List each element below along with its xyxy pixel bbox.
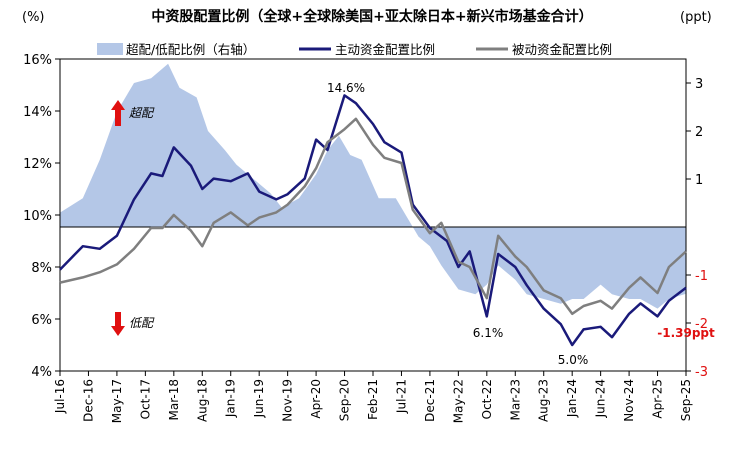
right-axis-tick-label: -1 bbox=[695, 269, 708, 284]
annotations: 超配 低配 14.6% 6.1% 5.0% -1.39ppt bbox=[111, 81, 715, 367]
x-axis-tick-label: Sep-20 bbox=[338, 379, 352, 421]
series-area-overweight bbox=[60, 63, 686, 309]
x-axis-tick-label: Jul-16 bbox=[53, 379, 67, 414]
x-axis-tick-label: Dec-21 bbox=[423, 379, 437, 422]
underweight-arrow-icon bbox=[111, 312, 125, 336]
left-axis-tick-label: 14% bbox=[23, 105, 52, 120]
legend: 超配/低配比例（右轴） 主动资金配置比例 被动资金配置比例 bbox=[97, 42, 612, 57]
x-axis-tick-label: Mar-23 bbox=[508, 379, 522, 420]
right-axis-tick-label: -3 bbox=[695, 365, 708, 380]
latest-value-label: -1.39ppt bbox=[657, 326, 715, 340]
overweight-label: 超配 bbox=[129, 106, 155, 120]
x-axis-tick-label: May-17 bbox=[110, 379, 124, 423]
x-axis-tick-label: Oct-17 bbox=[138, 379, 152, 419]
right-axis-tick-label: -2 bbox=[695, 317, 708, 332]
x-axis-tick-label: Mar-18 bbox=[167, 379, 181, 420]
chart-title: 中资股配置比例（全球+全球除美国+亚太除日本+新兴市场基金合计） bbox=[151, 8, 592, 25]
overweight-arrow-icon bbox=[111, 100, 125, 126]
low-jan24-label: 5.0% bbox=[558, 353, 589, 367]
x-axis-tick-label: Dec-16 bbox=[81, 379, 95, 422]
x-axis-tick-label: Jan-19 bbox=[224, 379, 238, 418]
x-axis-tick-label: Jun-24 bbox=[594, 379, 608, 418]
x-axis-tick-label: Aug-18 bbox=[195, 379, 209, 422]
series-line-active bbox=[59, 94, 687, 347]
legend-label-passive: 被动资金配置比例 bbox=[512, 42, 612, 57]
x-axis-tick-label: Jul-21 bbox=[394, 379, 408, 414]
x-axis-tick-label: Nov-24 bbox=[622, 379, 636, 422]
right-axis-tick-label: 2 bbox=[695, 125, 703, 140]
x-axis-tick-label: Oct-22 bbox=[480, 379, 494, 419]
legend-swatch-area bbox=[97, 43, 123, 55]
right-axis-unit: (ppt) bbox=[680, 10, 712, 25]
left-axis-tick-label: 6% bbox=[31, 313, 52, 328]
right-axis-tick-label: 1 bbox=[695, 173, 703, 188]
underweight-label: 低配 bbox=[129, 316, 155, 330]
x-axis-tick-label: Feb-21 bbox=[366, 379, 380, 420]
x-axis-tick-label: Jan-24 bbox=[565, 379, 579, 418]
x-axis-tick-label: May-22 bbox=[451, 379, 465, 423]
x-axis-tick-label: Nov-19 bbox=[281, 379, 295, 422]
right-axis-tick-label: 3 bbox=[695, 77, 703, 92]
x-axis-tick-label: Apr-20 bbox=[309, 379, 323, 419]
low-oct22-label: 6.1% bbox=[473, 326, 504, 340]
left-axis-tick-label: 10% bbox=[23, 209, 52, 224]
series-line-passive bbox=[59, 117, 687, 316]
legend-label-area: 超配/低配比例（右轴） bbox=[126, 42, 255, 57]
x-axis-tick-label: Apr-25 bbox=[651, 379, 665, 419]
x-axis-tick-label: Jun-19 bbox=[252, 379, 266, 418]
left-axis-tick-label: 16% bbox=[23, 53, 52, 68]
x-axis-tick-label: Aug-23 bbox=[537, 379, 551, 422]
left-axis-tick-label: 12% bbox=[23, 157, 52, 172]
legend-label-active: 主动资金配置比例 bbox=[335, 42, 435, 57]
left-axis-unit: (%) bbox=[22, 10, 45, 25]
peak-label: 14.6% bbox=[327, 81, 365, 95]
left-axis-tick-label: 8% bbox=[31, 261, 52, 276]
left-axis-tick-label: 4% bbox=[31, 365, 52, 380]
x-axis-tick-label: Sep-25 bbox=[679, 379, 693, 421]
